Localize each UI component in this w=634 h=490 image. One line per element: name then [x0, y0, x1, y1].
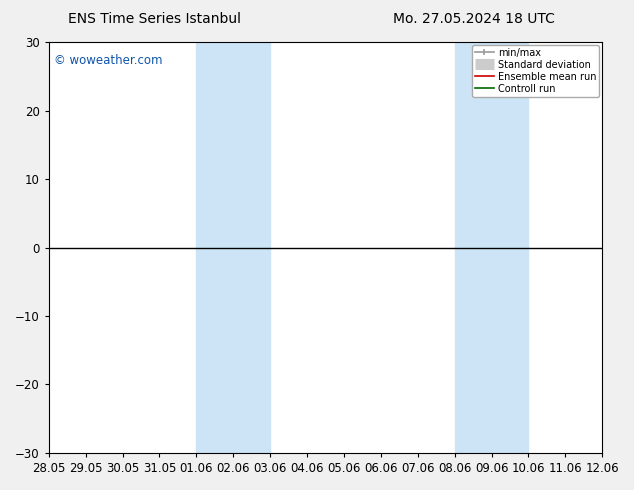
Text: Mo. 27.05.2024 18 UTC: Mo. 27.05.2024 18 UTC: [393, 12, 555, 26]
Bar: [455, 42, 528, 453]
Text: © woweather.com: © woweather.com: [55, 54, 163, 68]
Bar: [197, 42, 270, 453]
Text: ENS Time Series Istanbul: ENS Time Series Istanbul: [68, 12, 241, 26]
Legend: min/max, Standard deviation, Ensemble mean run, Controll run: min/max, Standard deviation, Ensemble me…: [472, 45, 599, 97]
